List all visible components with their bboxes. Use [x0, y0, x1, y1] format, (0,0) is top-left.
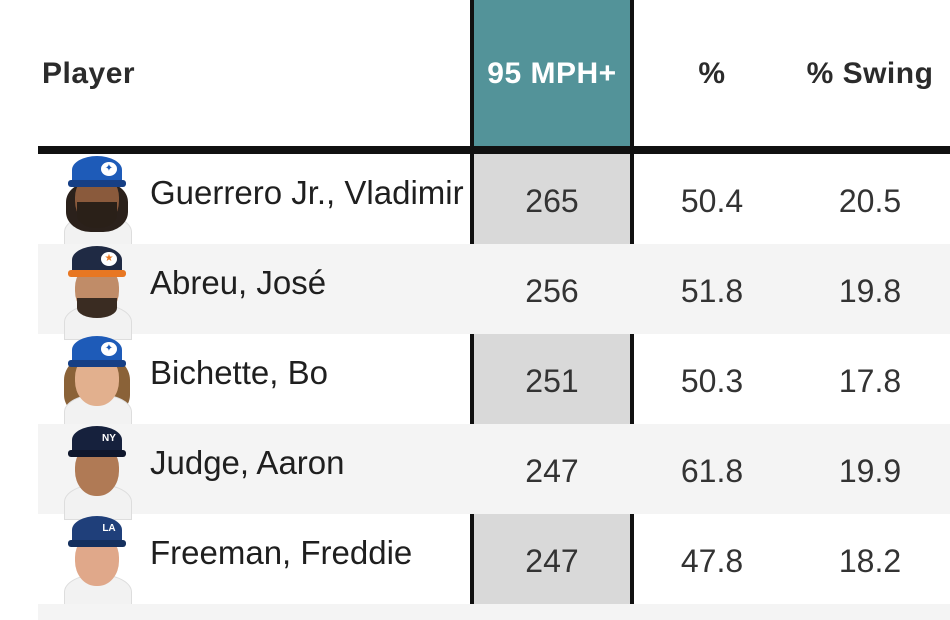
table-row-partial	[38, 604, 950, 620]
beard-shape	[77, 298, 117, 318]
table-row[interactable]: NY Judge, Aaron 247 61.8 19.9	[38, 424, 950, 520]
cell-swing-percent: 19.9	[838, 453, 902, 489]
player-headshot: LA	[60, 516, 134, 610]
column-header-95mph[interactable]: 95 MPH+	[487, 57, 617, 90]
cell-swing-percent: 20.5	[838, 183, 902, 219]
astros-cap-icon: ★	[72, 246, 122, 274]
table-row[interactable]: ✦ Bichette, Bo 251 50.3 17.8	[38, 334, 950, 430]
cell-percent: 47.8	[680, 543, 744, 579]
cell-percent: 51.8	[680, 273, 744, 309]
player-headshot: ✦	[60, 156, 134, 250]
cell-95mph: 256	[525, 273, 579, 309]
table-body: ✦ Guerrero Jr., Vladimir 265 50.4 20.5 ★…	[38, 154, 950, 620]
cell-percent: 50.4	[680, 183, 744, 219]
header-divider	[38, 146, 950, 154]
cell-95mph: 247	[525, 453, 579, 489]
cell-95mph: 265	[525, 183, 579, 219]
player-name[interactable]: Guerrero Jr., Vladimir	[150, 174, 464, 211]
table-row[interactable]: ★ Abreu, José 256 51.8 19.8	[38, 244, 950, 340]
cap-brim	[68, 450, 126, 457]
cell-percent: 50.3	[680, 363, 744, 399]
cap-brim	[68, 180, 126, 187]
column-header-swing-percent[interactable]: % Swing	[806, 57, 934, 90]
player-name[interactable]: Freeman, Freddie	[150, 534, 413, 571]
player-name[interactable]: Abreu, José	[150, 264, 327, 301]
cell-percent: 61.8	[680, 453, 744, 489]
dodgers-cap-icon: LA	[72, 516, 122, 544]
cell-95mph: 247	[525, 543, 579, 579]
column-header-percent[interactable]: %	[698, 57, 726, 90]
cell-swing-percent: 18.2	[838, 543, 902, 579]
blue-jays-cap-icon: ✦	[72, 156, 122, 184]
cell-swing-percent: 17.8	[838, 363, 902, 399]
blue-jays-cap-icon: ✦	[72, 336, 122, 364]
player-name[interactable]: Judge, Aaron	[150, 444, 345, 481]
player-headshot: ✦	[60, 336, 134, 430]
player-headshot: ★	[60, 246, 134, 340]
cap-brim	[68, 540, 126, 547]
table-row[interactable]: LA Freeman, Freddie 247 47.8 18.2	[38, 514, 950, 610]
cell-95mph: 251	[525, 363, 579, 399]
player-name[interactable]: Bichette, Bo	[150, 354, 328, 391]
cap-brim	[68, 360, 126, 367]
cell-swing-percent: 19.8	[838, 273, 902, 309]
yankees-cap-icon: NY	[72, 426, 122, 454]
cap-brim	[68, 270, 126, 277]
column-header-player[interactable]: Player	[42, 57, 136, 90]
table-row[interactable]: ✦ Guerrero Jr., Vladimir 265 50.4 20.5	[38, 154, 950, 250]
highlighted-column-header-bg	[474, 0, 630, 146]
player-headshot: NY	[60, 426, 134, 520]
beard-shape	[77, 202, 117, 228]
